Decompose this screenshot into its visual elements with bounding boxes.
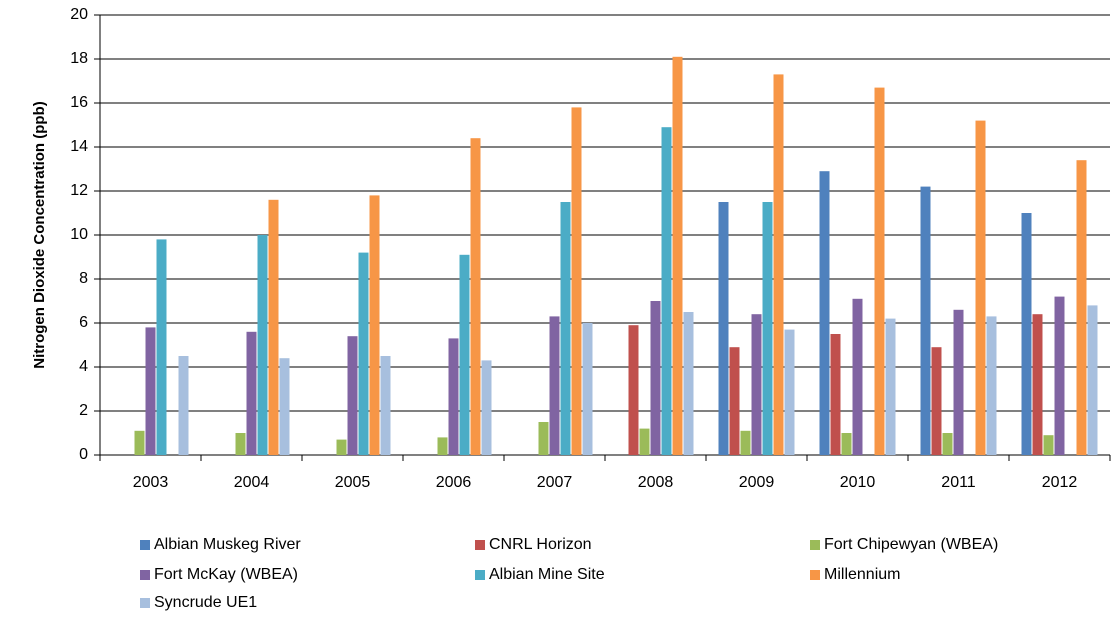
legend-swatch: [140, 540, 150, 550]
bar: [459, 254, 470, 455]
bar: [358, 252, 369, 455]
legend-swatch: [140, 570, 150, 580]
bar: [156, 239, 167, 455]
legend-label: CNRL Horizon: [489, 536, 592, 553]
bar: [841, 433, 852, 455]
legend-swatch: [810, 540, 820, 550]
bar: [920, 186, 931, 455]
bar: [628, 325, 639, 455]
x-tick-label: 2012: [1042, 474, 1078, 491]
bar: [762, 202, 773, 455]
bar: [672, 56, 683, 456]
bar: [538, 422, 549, 455]
bar: [347, 336, 358, 455]
bar: [549, 316, 560, 455]
legend-swatch: [475, 540, 485, 550]
x-tick-label: 2007: [537, 474, 573, 491]
bar: [773, 74, 784, 456]
legend-label: Millennium: [824, 566, 900, 583]
bar: [336, 439, 347, 455]
y-tick-label: 6: [79, 314, 88, 331]
y-tick-label: 4: [79, 358, 88, 375]
legend-label: Albian Muskeg River: [154, 536, 301, 553]
bar: [145, 327, 156, 455]
bar: [1021, 213, 1032, 455]
bar: [1043, 435, 1054, 455]
legend-swatch: [140, 598, 150, 608]
bar: [729, 347, 740, 455]
y-tick-label: 0: [79, 446, 88, 463]
bar: [481, 360, 492, 455]
legend-label: Fort McKay (WBEA): [154, 566, 298, 583]
bar: [369, 195, 380, 455]
bar: [639, 428, 650, 455]
bar: [235, 433, 246, 455]
bar: [852, 298, 863, 455]
bar: [1032, 314, 1043, 455]
bar: [751, 314, 762, 455]
x-tick-label: 2006: [436, 474, 472, 491]
x-tick-label: 2008: [638, 474, 674, 491]
y-tick-label: 14: [70, 138, 88, 155]
x-tick-label: 2003: [133, 474, 169, 491]
bar: [784, 329, 795, 455]
legend-label: Syncrude UE1: [154, 594, 257, 611]
bar: [885, 318, 896, 455]
bar: [986, 316, 997, 455]
bar: [178, 356, 189, 455]
x-tick-label: 2009: [739, 474, 775, 491]
bar: [650, 301, 661, 455]
y-tick-label: 10: [70, 226, 88, 243]
x-tick-label: 2010: [840, 474, 876, 491]
bar: [830, 334, 841, 455]
legend-swatch: [810, 570, 820, 580]
y-tick-label: 20: [70, 6, 88, 23]
bar: [874, 87, 885, 455]
bar: [1087, 305, 1098, 455]
bar: [279, 358, 290, 455]
bar: [718, 202, 729, 455]
bar: [448, 338, 459, 455]
bar: [470, 138, 481, 455]
y-axis-label: Nitrogen Dioxide Concentration (ppb): [31, 101, 48, 369]
bar: [582, 323, 593, 455]
bar: [819, 171, 830, 455]
legend-label: Albian Mine Site: [489, 566, 605, 583]
y-tick-label: 18: [70, 50, 88, 67]
bar: [246, 331, 257, 455]
bar: [953, 309, 964, 455]
legend-label: Fort Chipewyan (WBEA): [824, 536, 998, 553]
bar: [740, 430, 751, 455]
legend-swatch: [475, 570, 485, 580]
y-tick-label: 8: [79, 270, 88, 287]
bar: [571, 107, 582, 456]
x-tick-label: 2005: [335, 474, 371, 491]
bar: [975, 120, 986, 455]
y-tick-label: 12: [70, 182, 88, 199]
bar: [931, 347, 942, 455]
bar: [661, 127, 672, 455]
bar: [683, 312, 694, 455]
bar: [257, 235, 268, 455]
y-tick-label: 16: [70, 94, 88, 111]
bar: [942, 433, 953, 455]
bar: [268, 199, 279, 455]
x-tick-label: 2004: [234, 474, 270, 491]
bar: [437, 437, 448, 455]
bar: [560, 202, 571, 455]
bar: [1054, 296, 1065, 455]
bar: [134, 430, 145, 455]
x-tick-label: 2011: [941, 474, 976, 491]
bar: [380, 356, 391, 455]
bar: [1076, 160, 1087, 455]
y-tick-label: 2: [79, 402, 88, 419]
